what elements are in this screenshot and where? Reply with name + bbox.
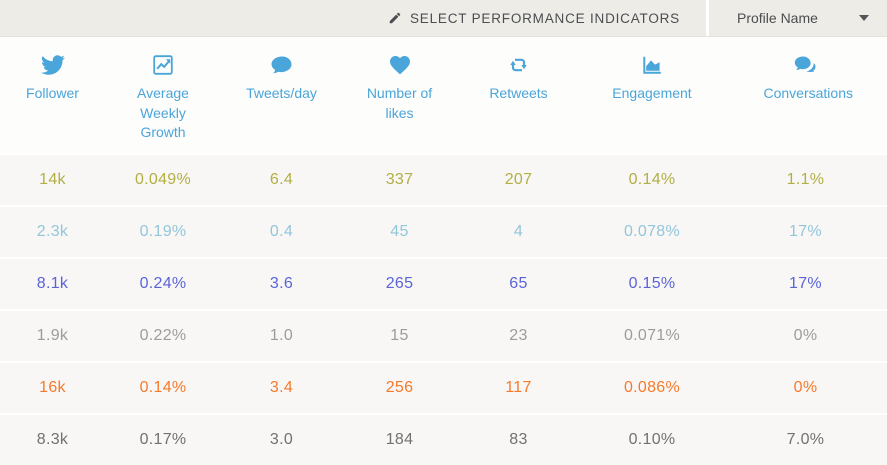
cell-growth: 0.049% (134, 170, 192, 188)
table-row: 14k 0.049% 6.4 337 207 0.14% 1.1% (0, 152, 887, 205)
column-label-conversations: Conversations (763, 85, 854, 101)
area-chart-icon (640, 50, 664, 77)
cell-engagement: 0.071% (623, 326, 681, 344)
table-row: 8.1k 0.24% 3.6 265 65 0.15% 17% (0, 256, 887, 309)
cell-follower: 14k (39, 170, 66, 188)
column-header-conversations: Conversations (724, 50, 887, 143)
cell-follower: 1.9k (36, 326, 69, 344)
cell-likes: 45 (390, 222, 409, 240)
cell-likes: 15 (390, 326, 409, 344)
cell-growth: 0.24% (139, 274, 187, 292)
profile-name-dropdown[interactable]: Profile Name (709, 0, 887, 36)
line-chart-icon (151, 50, 175, 77)
column-label-avg-weekly-growth: Average Weekly Growth (137, 85, 189, 141)
cell-retweets: 83 (509, 430, 528, 448)
column-label-follower: Follower (26, 85, 79, 101)
table-row: 8.3k 0.17% 3.0 184 83 0.10% 7.0% (0, 412, 887, 465)
profile-name-value: Profile Name (737, 10, 818, 26)
column-header-tweets-per-day: Tweets/day (221, 50, 342, 143)
cell-growth: 0.22% (139, 326, 187, 344)
cell-growth: 0.17% (139, 430, 187, 448)
cell-likes: 265 (385, 274, 414, 292)
cell-tweets-day: 3.0 (269, 430, 294, 448)
cell-follower: 16k (39, 378, 66, 396)
select-performance-indicators-button[interactable]: SELECT PERFORMANCE INDICATORS (0, 0, 706, 36)
table-row: 2.3k 0.19% 0.4 45 4 0.078% 17% (0, 204, 887, 257)
cell-retweets: 4 (513, 222, 524, 240)
speech-bubble-icon (270, 50, 294, 77)
table-row: 1.9k 0.22% 1.0 15 23 0.071% 0% (0, 308, 887, 361)
cell-engagement: 0.078% (623, 222, 681, 240)
column-label-engagement: Engagement (612, 85, 692, 101)
cell-engagement: 0.15% (628, 274, 676, 292)
cell-retweets: 65 (509, 274, 528, 292)
cell-tweets-day: 3.4 (269, 378, 294, 396)
chevron-down-icon (859, 15, 869, 21)
cell-retweets: 207 (504, 170, 533, 188)
cell-likes: 256 (385, 378, 414, 396)
cell-engagement: 0.086% (623, 378, 681, 396)
pencil-icon (388, 11, 402, 25)
cell-retweets: 23 (509, 326, 528, 344)
cell-tweets-day: 3.6 (269, 274, 294, 292)
cell-conversations: 1.1% (786, 170, 825, 188)
column-label-retweets: Retweets (489, 85, 548, 101)
column-label-number-of-likes: Number of likes (366, 85, 433, 121)
cell-conversations: 0% (793, 378, 818, 396)
heart-icon (388, 50, 412, 77)
cell-tweets-day: 6.4 (269, 170, 294, 188)
toolbar: SELECT PERFORMANCE INDICATORS Profile Na… (0, 0, 887, 37)
cell-engagement: 0.14% (628, 170, 676, 188)
table-row: 16k 0.14% 3.4 256 117 0.086% 0% (0, 360, 887, 413)
table-header: Follower Average Weekly Growth Tweets/da… (0, 37, 887, 153)
cell-growth: 0.14% (139, 378, 187, 396)
cell-follower: 8.3k (36, 430, 69, 448)
column-header-engagement: Engagement (580, 50, 724, 143)
retweet-icon (506, 50, 531, 77)
cell-tweets-day: 1.0 (269, 326, 294, 344)
twitter-bird-icon (40, 50, 65, 77)
conversation-bubbles-icon (793, 50, 818, 77)
cell-likes: 337 (385, 170, 414, 188)
cell-conversations: 17% (789, 222, 822, 240)
column-header-retweets: Retweets (457, 50, 580, 143)
column-header-follower: Follower (0, 50, 105, 143)
cell-likes: 184 (385, 430, 414, 448)
select-performance-indicators-label: SELECT PERFORMANCE INDICATORS (410, 10, 680, 26)
table-body: 14k 0.049% 6.4 337 207 0.14% 1.1% 2.3k 0… (0, 152, 887, 465)
cell-engagement: 0.10% (628, 430, 676, 448)
column-header-number-of-likes: Number of likes (342, 50, 457, 143)
column-label-tweets-per-day: Tweets/day (246, 85, 317, 101)
cell-conversations: 17% (789, 274, 822, 292)
cell-retweets: 117 (505, 378, 532, 396)
cell-growth: 0.19% (139, 222, 187, 240)
toolbar-divider (706, 0, 709, 36)
cell-follower: 2.3k (36, 222, 69, 240)
cell-follower: 8.1k (36, 274, 69, 292)
column-header-avg-weekly-growth: Average Weekly Growth (105, 50, 221, 143)
cell-conversations: 0% (793, 326, 818, 344)
cell-tweets-day: 0.4 (269, 222, 294, 240)
twitter-analytics-panel: SELECT PERFORMANCE INDICATORS Profile Na… (0, 0, 887, 448)
cell-conversations: 7.0% (786, 430, 825, 448)
